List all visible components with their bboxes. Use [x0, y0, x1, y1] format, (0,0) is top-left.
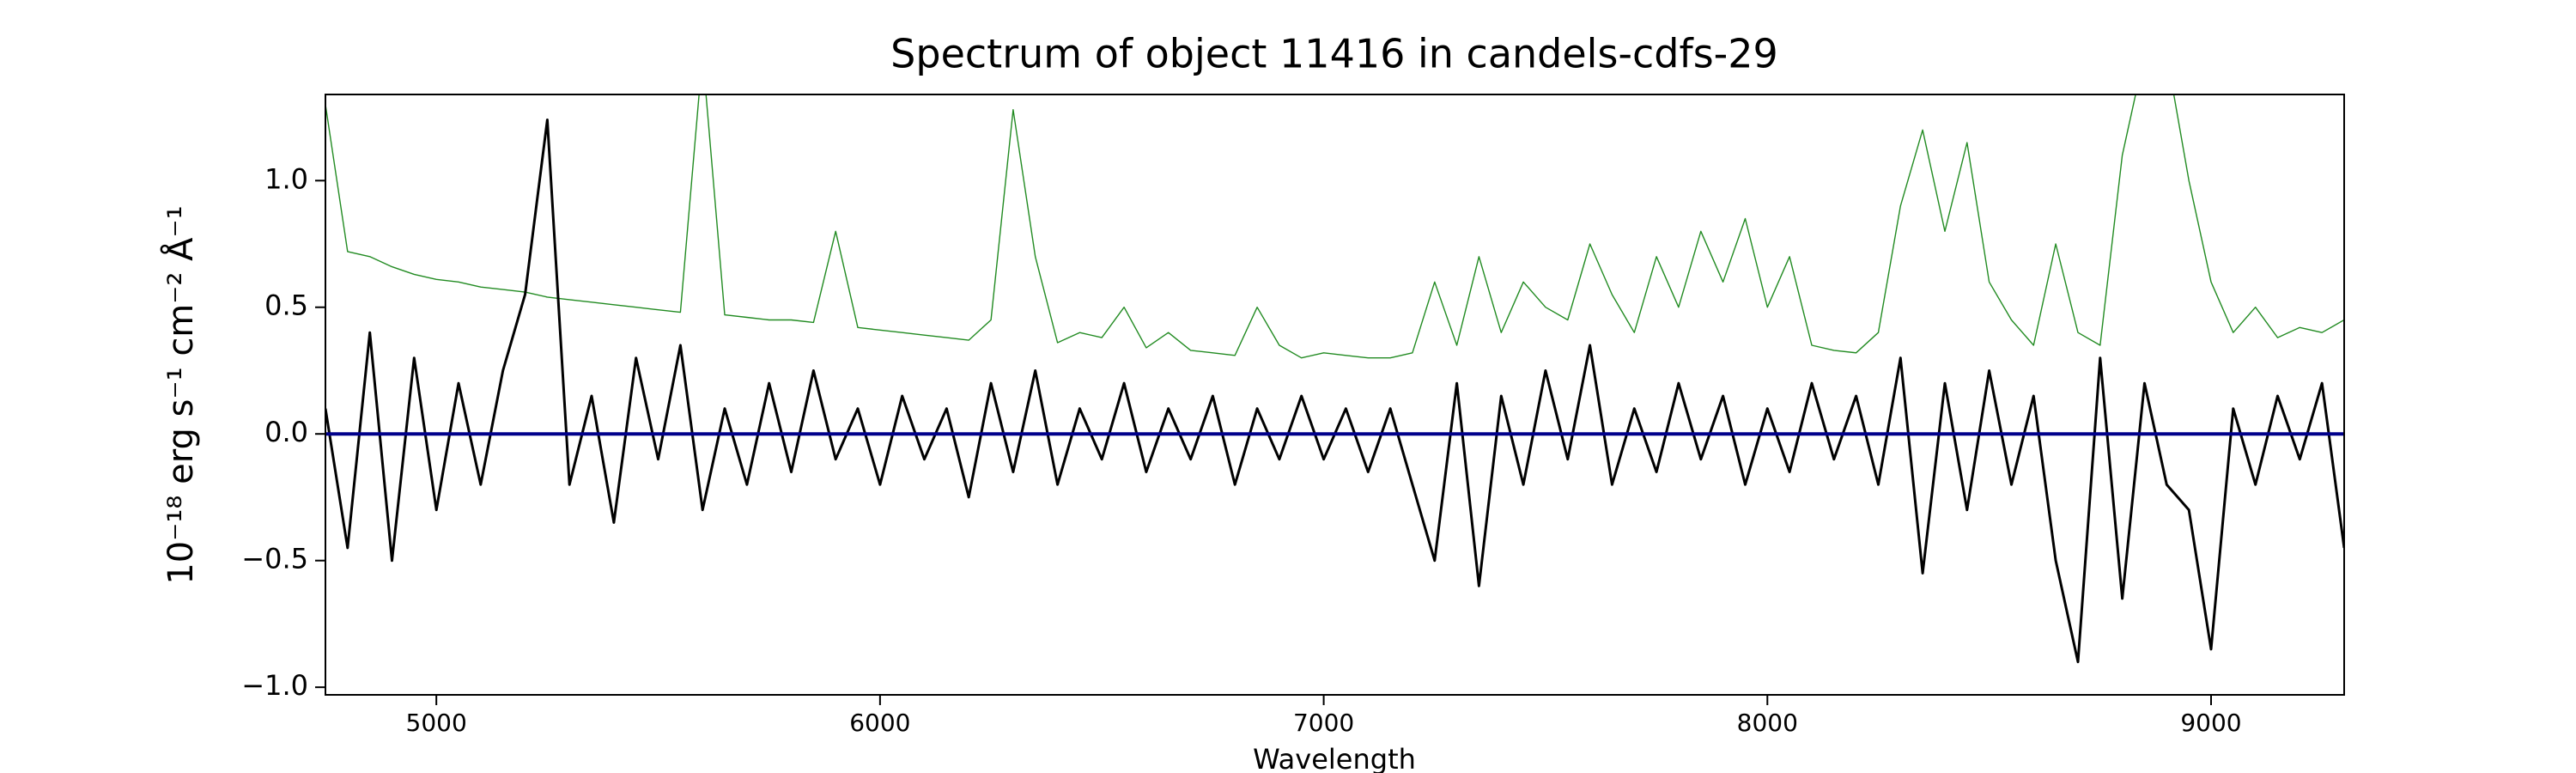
- y-axis-label: 10⁻¹⁸ erg s⁻¹ cm⁻² Å⁻¹: [160, 205, 201, 584]
- x-tick-label: 5000: [406, 709, 467, 737]
- chart-title: Spectrum of object 11416 in candels-cdfs…: [890, 31, 1778, 77]
- y-tick-label: −0.5: [241, 543, 308, 575]
- x-tick-label: 9000: [2180, 709, 2241, 737]
- y-tick-label: 0.5: [264, 289, 308, 322]
- series-line: [325, 119, 2344, 664]
- x-axis-label: Wavelength: [1253, 743, 1416, 773]
- x-tick-label: 8000: [1737, 709, 1798, 737]
- y-tick-label: 0.0: [264, 416, 308, 448]
- y-tick-label: 1.0: [264, 162, 308, 195]
- series-line: [325, 94, 2344, 359]
- plot-frame: [325, 94, 2345, 696]
- plot-lines: [325, 94, 2344, 664]
- y-tick-label: −1.0: [241, 669, 308, 702]
- x-tick-label: 6000: [849, 709, 910, 737]
- x-tick-label: 7000: [1293, 709, 1354, 737]
